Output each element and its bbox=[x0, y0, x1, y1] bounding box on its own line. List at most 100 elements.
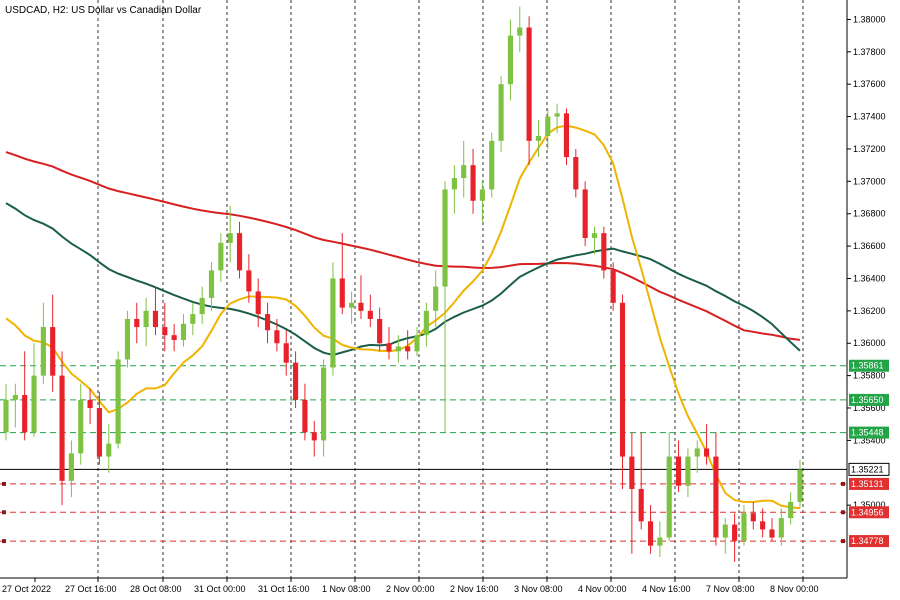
candle-bull bbox=[694, 448, 700, 457]
candle-bear bbox=[732, 524, 738, 541]
level-label-box bbox=[849, 393, 889, 406]
price-tick-label: 1.36800 bbox=[853, 209, 886, 219]
level-label: 1.35448 bbox=[851, 428, 884, 438]
level-label-box bbox=[849, 506, 889, 519]
candle-bear bbox=[582, 189, 588, 238]
chart-title: USDCAD, H2: US Dollar vs Canadian Dollar bbox=[5, 5, 202, 16]
candle-bear bbox=[87, 399, 93, 408]
candle-bear bbox=[134, 318, 140, 328]
level-marker-right bbox=[841, 481, 845, 486]
candle-bull bbox=[208, 270, 215, 298]
price-tick-label: 1.36200 bbox=[853, 306, 886, 316]
candle-bear bbox=[601, 233, 607, 271]
price-tick-label: 1.35000 bbox=[853, 500, 886, 510]
candle-bear bbox=[171, 335, 177, 340]
time-tick-label: 4 Nov 00:00 bbox=[578, 584, 627, 594]
level-lines bbox=[0, 365, 847, 544]
candle-bull bbox=[40, 327, 46, 376]
candle-bull bbox=[554, 113, 560, 117]
time-tick-label: 31 Oct 00:00 bbox=[194, 584, 246, 594]
candle-bear bbox=[96, 408, 102, 457]
time-tick-label: 2 Nov 00:00 bbox=[386, 584, 435, 594]
candle-bear bbox=[386, 343, 392, 352]
candle-bear bbox=[629, 456, 635, 489]
price-axis: 1.38000 1.37800 1.37600 1.37400 1.37200 1.370… bbox=[0, 0, 890, 579]
candle-bear bbox=[311, 432, 317, 441]
candle-bull bbox=[722, 524, 728, 538]
candle-bear bbox=[750, 513, 756, 522]
candle-bear bbox=[302, 399, 308, 433]
candle-bear bbox=[619, 302, 626, 457]
candle-bear bbox=[152, 310, 159, 328]
time-tick-label: 28 Oct 08:00 bbox=[130, 584, 182, 594]
price-tick-label: 1.35800 bbox=[853, 371, 886, 381]
price-tick-label: 1.37400 bbox=[853, 112, 886, 122]
price-tick-label: 1.36600 bbox=[853, 241, 886, 251]
candle-bull bbox=[591, 233, 598, 238]
candle-bear bbox=[405, 346, 411, 352]
candle-bear bbox=[675, 456, 682, 486]
candle-bear bbox=[573, 157, 579, 190]
candle-bull bbox=[423, 310, 429, 336]
candle-bear bbox=[59, 375, 65, 481]
level-label-box bbox=[849, 359, 889, 372]
candle-bull bbox=[180, 323, 187, 340]
candle-bull bbox=[190, 314, 196, 324]
price-tick-label: 1.37000 bbox=[853, 176, 886, 186]
candle-bull bbox=[778, 518, 784, 538]
level-label: 1.35861 bbox=[851, 361, 884, 371]
candle-bull bbox=[535, 136, 542, 141]
time-tick-label: 31 Oct 16:00 bbox=[258, 584, 310, 594]
candle-bear bbox=[50, 327, 56, 376]
candle-bull bbox=[489, 140, 495, 190]
candle-bear bbox=[236, 233, 243, 271]
candle-bull bbox=[741, 513, 747, 541]
candle-bear bbox=[760, 521, 766, 530]
time-tick-label: 8 Nov 00:00 bbox=[770, 584, 819, 594]
ma-fast-line bbox=[5, 124, 801, 510]
candle-bear bbox=[274, 330, 280, 344]
time-tick-label: 7 Nov 08:00 bbox=[706, 584, 755, 594]
price-tick-label: 1.38000 bbox=[853, 14, 886, 24]
level-label: 1.34778 bbox=[851, 536, 884, 546]
candle-bull bbox=[395, 346, 401, 352]
candle-bull bbox=[218, 242, 224, 271]
level-marker-left bbox=[2, 510, 6, 515]
candle-bear bbox=[563, 113, 570, 158]
price-tick-label: 1.36400 bbox=[853, 273, 886, 283]
candle-bear bbox=[377, 318, 383, 344]
level-label: 1.34956 bbox=[851, 507, 884, 517]
candle-bull bbox=[433, 286, 439, 311]
candle-bull bbox=[685, 456, 691, 486]
level-label-box bbox=[849, 535, 889, 548]
time-tick-label: 1 Nov 08:00 bbox=[322, 584, 371, 594]
candle-bull bbox=[12, 395, 18, 400]
price-tick-label: 1.37800 bbox=[853, 47, 886, 57]
candle-bear bbox=[713, 456, 719, 538]
candle-bull bbox=[498, 84, 504, 141]
candle-bull bbox=[414, 335, 420, 352]
candle-bull bbox=[143, 310, 149, 328]
time-tick-label: 27 Oct 2022 bbox=[2, 584, 51, 594]
moving-averages bbox=[5, 124, 801, 510]
candle-bull bbox=[115, 359, 121, 444]
level-marker-right bbox=[841, 510, 845, 515]
candle-bear bbox=[293, 362, 299, 400]
level-label-box bbox=[849, 426, 889, 439]
candle-bear bbox=[264, 314, 271, 331]
candle-bull bbox=[788, 501, 794, 519]
candle-bear bbox=[162, 327, 168, 336]
candle-bear bbox=[638, 488, 644, 522]
candle-bull bbox=[199, 297, 205, 315]
price-tick-label: 1.35400 bbox=[853, 435, 886, 445]
candle-bear bbox=[255, 291, 261, 315]
price-tick-label: 1.36000 bbox=[853, 338, 886, 348]
candle-bear bbox=[246, 270, 252, 292]
candle-bull bbox=[657, 537, 663, 546]
candle-bull bbox=[330, 278, 336, 368]
current-price-label: 1.35221 bbox=[851, 464, 884, 474]
candle-bull bbox=[321, 367, 327, 441]
candle-bear bbox=[647, 521, 654, 546]
